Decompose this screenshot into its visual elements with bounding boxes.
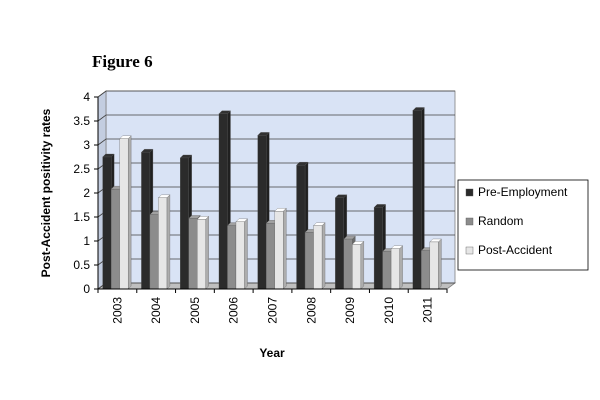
bar-front	[235, 221, 245, 290]
legend-swatch	[465, 188, 474, 197]
bar-front	[274, 211, 284, 290]
bar-front	[257, 135, 267, 290]
bar	[412, 107, 425, 290]
bar-front	[102, 156, 112, 290]
bar-front	[343, 238, 353, 290]
bar-side	[127, 135, 132, 290]
x-tick-label: 2008	[304, 297, 318, 324]
legend-label: Post-Accident	[478, 243, 553, 257]
bar-side	[283, 207, 287, 290]
y-tick-labels: 0 0.5 1 1.5 2 2.5 3 3.5 4	[73, 90, 90, 296]
bar-front	[218, 113, 228, 290]
y-tick-label: 0.5	[73, 258, 90, 272]
bar-front	[429, 241, 439, 290]
bar-front	[180, 157, 189, 290]
y-tick-label: 4	[83, 90, 90, 104]
bar-front	[382, 251, 392, 290]
x-tick-label: 2010	[382, 297, 396, 324]
y-tick-label: 2.5	[73, 162, 90, 176]
bar-front	[296, 165, 306, 290]
bar-front	[227, 225, 237, 290]
bar	[274, 207, 287, 290]
bar-front	[412, 110, 422, 290]
gridline	[97, 138, 455, 146]
gridline	[97, 114, 455, 122]
legend-label: Random	[478, 214, 523, 228]
y-tick-label: 0	[83, 282, 90, 296]
bar-front	[390, 248, 400, 290]
bar-front	[110, 189, 120, 290]
bar-front	[313, 225, 323, 290]
bar	[390, 245, 403, 290]
legend-label: Pre-Employment	[478, 185, 568, 199]
bar-front	[421, 250, 431, 290]
legend-box	[457, 179, 589, 271]
bar-front	[149, 214, 159, 290]
y-tick-label: 3.5	[73, 114, 90, 128]
bar-front	[352, 244, 361, 290]
bar	[351, 240, 365, 290]
legend-swatch	[465, 217, 474, 226]
bar-front	[373, 207, 383, 290]
bar-side	[166, 194, 171, 290]
bar-front	[188, 218, 198, 290]
gridline	[97, 90, 455, 98]
x-tick-label: 2005	[188, 297, 202, 324]
y-tick-label: 1.5	[73, 210, 90, 224]
bar-front	[335, 197, 344, 290]
bar-side	[321, 222, 326, 290]
bar	[196, 216, 210, 290]
x-tick-label: 2004	[149, 297, 163, 324]
bar-front	[304, 232, 314, 290]
axes	[94, 96, 448, 293]
x-tick-label: 2006	[227, 297, 241, 324]
y-tick-label: 1	[83, 234, 90, 248]
bar-front	[266, 223, 275, 290]
bars	[102, 107, 442, 290]
x-tick-label: 2007	[266, 297, 280, 324]
bar-front	[197, 219, 206, 290]
bar-front	[141, 152, 151, 290]
bar-side	[438, 238, 442, 290]
bar	[429, 238, 442, 290]
bar	[119, 135, 132, 290]
legend: Pre-Employment Random Post-Accident	[457, 179, 589, 271]
bar-side	[205, 216, 209, 290]
bar-side	[360, 240, 364, 290]
figure-title: Figure 6	[92, 52, 153, 71]
x-tick-label: 2003	[110, 297, 124, 324]
bar-front	[119, 138, 129, 290]
y-axis-title: Post-Accident positivity rates	[39, 108, 53, 277]
x-axis-title: Year	[259, 346, 285, 360]
legend-swatch	[465, 246, 474, 255]
y-tick-label: 2	[83, 186, 90, 200]
y-tick-label: 3	[83, 138, 90, 152]
bar-side	[244, 218, 248, 290]
bar	[235, 218, 248, 290]
bar	[158, 194, 171, 290]
bar-front	[158, 197, 168, 290]
x-tick-label: 2011	[421, 297, 435, 323]
bar	[313, 222, 326, 290]
x-tick-label: 2009	[343, 297, 357, 324]
x-tick-labels: 2003 2004 2005 2006 2007 2008 2009 2010 2011	[110, 297, 434, 324]
bar-side	[399, 245, 403, 290]
